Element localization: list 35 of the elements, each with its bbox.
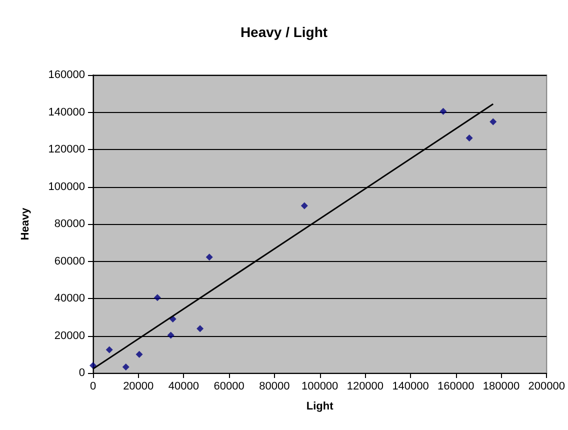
point [167, 332, 174, 339]
x-tick-label: 160000 [438, 380, 474, 392]
x-tick-label: 20000 [123, 380, 154, 392]
point [122, 364, 130, 371]
point [136, 350, 143, 358]
point [490, 118, 497, 126]
x-tick-label: 80000 [259, 380, 290, 392]
y-axis-title: Heavy [20, 206, 32, 240]
x-tick-label: 60000 [214, 380, 244, 392]
point [206, 254, 213, 261]
y-tick-label: 60000 [54, 255, 85, 268]
x-tick-label: 0 [90, 380, 96, 392]
point [154, 294, 161, 302]
y-tick-label: 100000 [48, 180, 85, 193]
y-tick-label: 120000 [48, 144, 85, 156]
point [440, 108, 447, 115]
y-tick-label: 140000 [48, 106, 85, 118]
y-tick-label: 80000 [54, 218, 85, 230]
y-tick-label: 0 [78, 367, 85, 379]
point [196, 325, 204, 332]
x-tick-label: 180000 [482, 380, 520, 392]
point [466, 134, 473, 142]
x-tick-label: 120000 [346, 380, 384, 392]
point [300, 202, 308, 210]
x-axis-title: Light [306, 400, 334, 412]
x-tick-label: 100000 [301, 380, 338, 392]
y-tick-label: 40000 [54, 292, 85, 304]
point [90, 362, 96, 370]
y-tick-label: 160000 [48, 69, 85, 81]
x-tick-label: 200000 [528, 380, 566, 392]
chart-title: Heavy / Light [240, 24, 328, 40]
y-tick-label: 20000 [54, 330, 85, 342]
x-tick-label: 140000 [392, 380, 429, 392]
x-tick-label: 40000 [168, 380, 200, 392]
point [106, 346, 113, 354]
